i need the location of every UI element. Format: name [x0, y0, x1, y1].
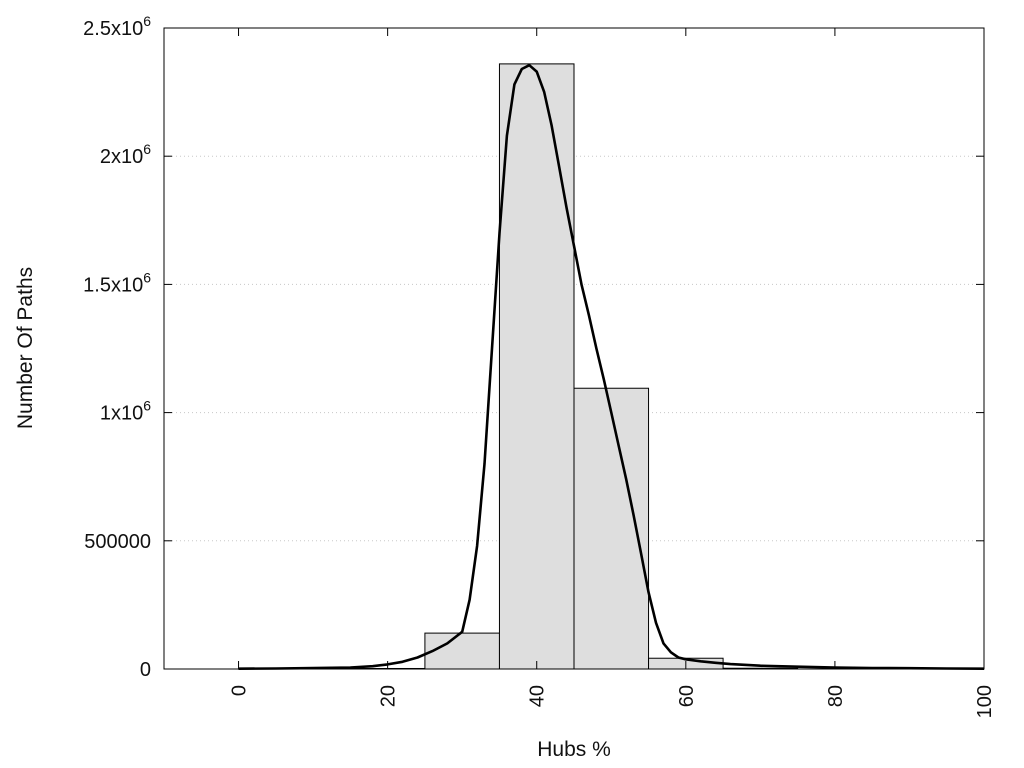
- y-tick-label: 0: [140, 659, 151, 681]
- histogram-bar: [424, 632, 500, 670]
- y-tick-label: 500000: [84, 531, 151, 553]
- y-tick-label: 1.5x106: [83, 269, 151, 296]
- x-tick-label: 80: [825, 685, 847, 707]
- y-tick-label: 1x106: [100, 398, 151, 425]
- y-axis-ticks: 0 500000 1x106 1.5x106 2x106 2.5x106: [83, 13, 984, 681]
- x-tick-label: 40: [527, 685, 549, 707]
- x-axis-label: Hubs %: [537, 738, 611, 761]
- plot-frame: [163, 27, 985, 670]
- y-tick-label: 2.5x106: [83, 13, 151, 40]
- y-tick-label: 2x106: [100, 141, 151, 168]
- histogram-bars: [349, 63, 799, 670]
- density-curve: [238, 63, 985, 670]
- x-tick-label: 0: [229, 685, 251, 696]
- x-tick-label: 100: [974, 685, 996, 718]
- y-axis-label: Number Of Paths: [14, 267, 37, 429]
- x-axis-ticks: 0 20 40 60 80 100: [229, 28, 996, 718]
- grid-lines: [164, 155, 984, 542]
- x-tick-label: 20: [378, 685, 400, 707]
- histogram-bar: [498, 63, 575, 670]
- x-tick-label: 60: [676, 685, 698, 707]
